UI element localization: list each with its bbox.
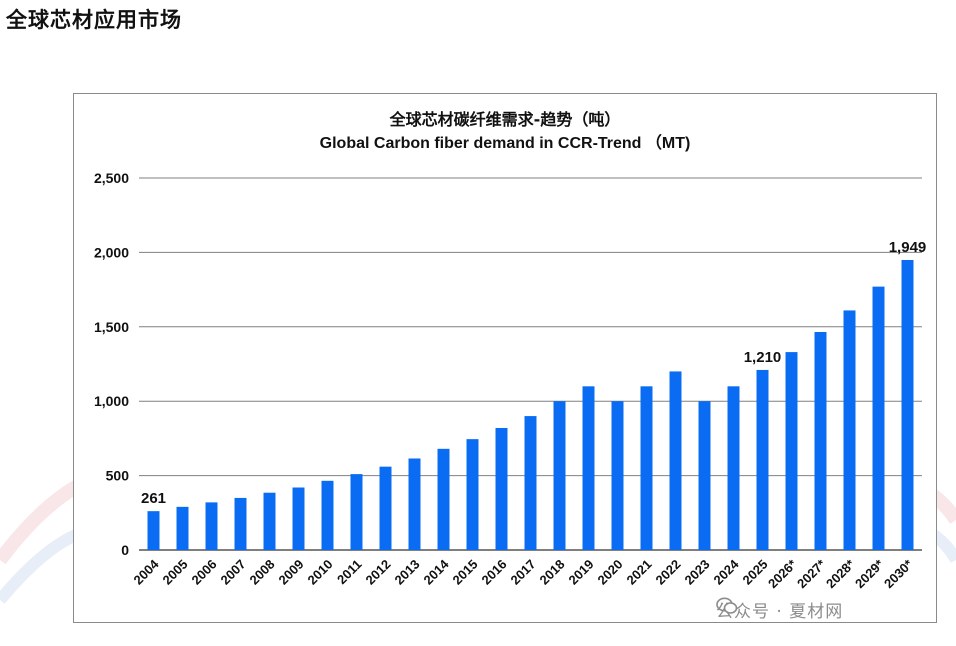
bar <box>669 371 682 550</box>
chart-title-cn: 全球芯材碳纤维需求-趋势（吨） <box>389 110 621 129</box>
bar <box>495 427 508 550</box>
bar <box>814 332 827 550</box>
x-tick-label: 2004 <box>131 556 163 588</box>
bar <box>176 506 189 550</box>
bar <box>234 497 247 550</box>
x-tick-label: 2029* <box>852 556 887 591</box>
bar <box>843 310 856 550</box>
y-tick-label: 0 <box>121 542 129 558</box>
bar <box>698 401 711 550</box>
x-tick-label: 2013 <box>392 557 423 588</box>
data-label: 1,949 <box>889 239 927 256</box>
bar <box>408 458 421 550</box>
bar <box>872 286 885 550</box>
bar <box>785 352 798 550</box>
x-tick-label: 2018 <box>537 557 568 588</box>
bar <box>756 369 769 550</box>
y-tick-label: 2,000 <box>94 244 129 260</box>
x-tick-label: 2005 <box>160 557 191 588</box>
bar <box>263 492 276 550</box>
bar <box>292 487 305 550</box>
wechat-icon <box>716 597 738 614</box>
bar <box>466 439 479 550</box>
x-tick-label: 2026* <box>765 556 800 591</box>
data-label: 1,210 <box>744 349 782 366</box>
bar <box>321 480 334 550</box>
y-tick-label: 1,000 <box>94 393 129 409</box>
bar <box>582 386 595 550</box>
y-tick-label: 2,500 <box>94 170 129 186</box>
x-tick-label: 2008 <box>247 557 278 588</box>
watermark: 公众号 · 夏材网 <box>716 597 843 622</box>
watermark-text: 公众号 · 夏材网 <box>716 602 844 622</box>
bar <box>437 448 450 550</box>
chart-title-en: Global Carbon fiber demand in CCR-Trend … <box>320 134 691 152</box>
x-tick-label: 2009 <box>276 557 307 588</box>
x-tick-label: 2012 <box>363 557 394 588</box>
x-tick-label: 2028* <box>823 556 858 591</box>
x-tick-label: 2007 <box>218 557 249 588</box>
x-tick-label: 2021 <box>624 557 655 588</box>
bar <box>147 511 160 550</box>
bar <box>901 259 914 550</box>
x-tick-label: 2022 <box>653 557 684 588</box>
x-tick-label: 2011 <box>334 557 365 588</box>
x-tick-label: 2017 <box>508 557 539 588</box>
bar <box>611 401 624 550</box>
x-tick-label: 2010 <box>305 557 336 588</box>
x-tick-label: 2020 <box>595 557 626 588</box>
x-tick-label: 2030* <box>881 556 916 591</box>
x-tick-label: 2016 <box>479 557 510 588</box>
y-tick-label: 500 <box>106 468 130 484</box>
bar <box>524 416 537 550</box>
x-tick-label: 2014 <box>421 556 453 588</box>
x-tick-label: 2024 <box>711 556 743 588</box>
bar <box>350 474 363 550</box>
bar <box>640 386 653 550</box>
x-tick-label: 2023 <box>682 557 713 588</box>
x-tick-label: 2006 <box>189 557 220 588</box>
data-label: 261 <box>141 490 166 507</box>
page-title: 全球芯材应用市场 <box>6 8 182 32</box>
bar <box>379 466 392 550</box>
bar <box>205 502 218 550</box>
y-tick-label: 1,500 <box>94 319 129 335</box>
x-tick-label: 2019 <box>566 557 597 588</box>
bar <box>727 386 740 550</box>
x-tick-label: 2015 <box>450 557 481 588</box>
bar <box>553 401 566 550</box>
x-tick-label: 2027* <box>794 556 829 591</box>
